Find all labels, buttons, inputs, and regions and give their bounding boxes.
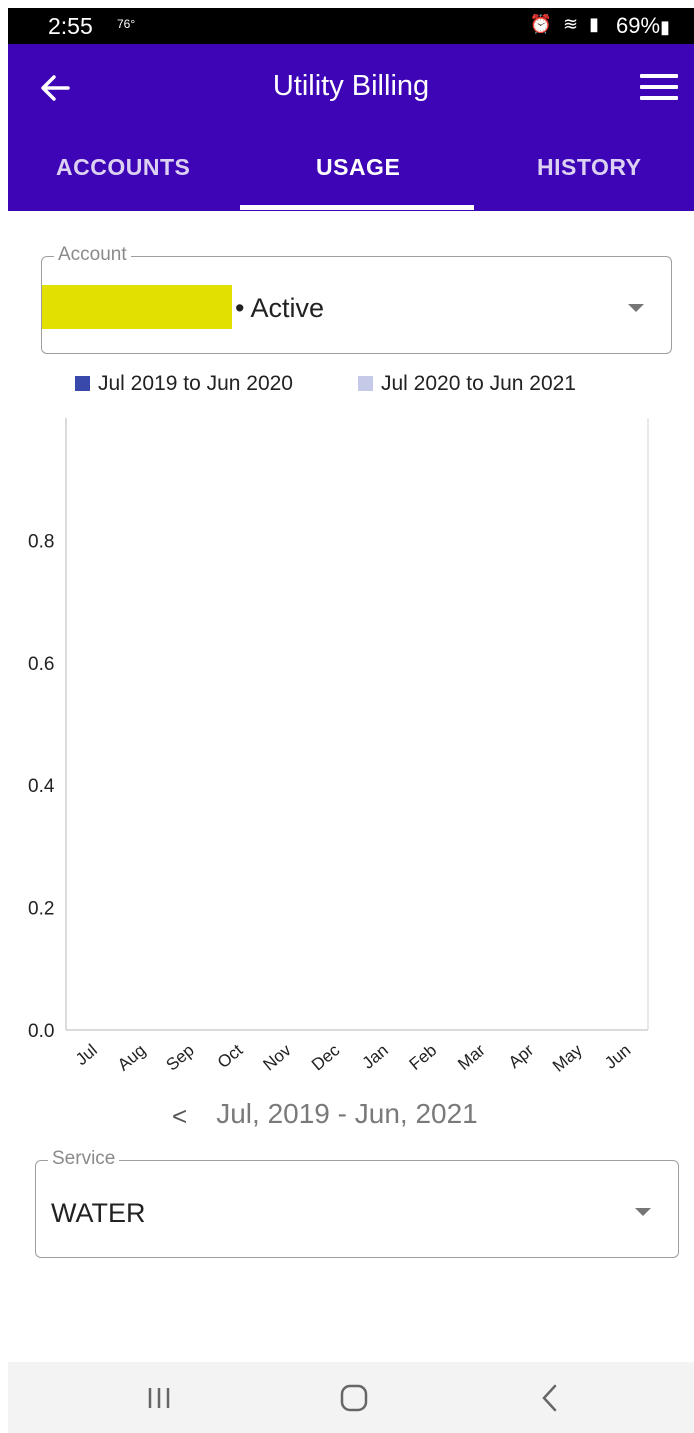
arrow-left-icon: [41, 75, 70, 101]
service-select[interactable]: Service WATER: [35, 1148, 679, 1258]
tab-accounts[interactable]: ACCOUNTS: [56, 154, 191, 180]
battery-level: 69%▮: [616, 13, 670, 39]
y-tick-label: 0.8: [28, 531, 54, 552]
legend-label: Jul 2019 to Jun 2020: [98, 372, 293, 395]
usage-chart: 0.0 0.2 0.4 0.6 0.8 Jul Aug Sep Oct Nov Dec Jan Feb M…: [28, 418, 649, 1076]
legend-item-series1[interactable]: Jul 2019 to Jun 2020: [75, 372, 293, 396]
x-tick-label: May: [549, 1040, 586, 1076]
legend-swatch: [358, 376, 373, 391]
account-select-label: Account: [54, 244, 131, 266]
signal-icon: ▮: [589, 14, 602, 34]
legend-swatch: [75, 376, 90, 391]
previous-period-button[interactable]: <: [172, 1101, 188, 1131]
status-temperature: 76°: [117, 17, 136, 31]
back-button[interactable]: [36, 68, 76, 108]
chevron-down-icon: [635, 1208, 651, 1216]
status-time: 2:55: [48, 13, 93, 39]
chevron-down-icon: [628, 304, 644, 312]
date-range: Jul, 2019 - Jun, 2021: [216, 1098, 478, 1129]
recent-apps-icon[interactable]: [139, 1382, 179, 1414]
x-tick-label: Oct: [214, 1040, 247, 1072]
x-tick-label: Jun: [601, 1041, 634, 1073]
page-title: Utility Billing: [272, 70, 430, 102]
legend-label: Jul 2020 to Jun 2021: [381, 372, 576, 395]
x-tick-label: Sep: [162, 1041, 197, 1075]
account-select-value: • Active: [235, 293, 324, 323]
battery-percent: 69%: [616, 13, 661, 38]
x-tick-label: Apr: [505, 1040, 538, 1072]
x-tick-label: Aug: [114, 1041, 149, 1075]
x-tick-label: Jan: [359, 1041, 392, 1073]
x-tick-label: Dec: [308, 1040, 344, 1074]
system-nav-bar: [8, 1362, 694, 1433]
x-tick-label: Jul: [72, 1041, 101, 1070]
service-select-label: Service: [48, 1148, 120, 1170]
y-tick-label: 0.4: [28, 776, 55, 797]
back-chevron-icon[interactable]: [530, 1382, 570, 1414]
status-bar: 2:55 76° ⏰ ≋ ▮ 69%▮: [8, 8, 694, 44]
hamburger-menu-icon[interactable]: [640, 74, 678, 104]
service-select-value: WATER: [51, 1198, 146, 1228]
account-select[interactable]: Account • Active: [41, 244, 672, 354]
home-icon[interactable]: [333, 1382, 373, 1414]
tab-history[interactable]: HISTORY: [537, 154, 642, 180]
redacted-account-number: [42, 285, 232, 329]
status-icons: ⏰ ≋ ▮: [530, 14, 602, 35]
y-tick-label: 0.2: [28, 899, 54, 920]
screen-edge: [0, 0, 8, 1433]
x-tick-label: Mar: [454, 1040, 489, 1074]
x-tick-label: Feb: [406, 1041, 441, 1074]
x-tick-label: Nov: [259, 1040, 295, 1074]
app-bar: Utility Billing ACCOUNTS USAGE HISTORY: [8, 44, 694, 211]
legend-item-series2[interactable]: Jul 2020 to Jun 2021: [358, 372, 576, 396]
y-tick-label: 0.6: [28, 654, 54, 675]
y-tick-label: 0.0: [28, 1021, 54, 1042]
active-tab-indicator: [240, 205, 474, 210]
tab-usage[interactable]: USAGE: [316, 154, 401, 180]
wifi-icon: ≋: [562, 14, 582, 34]
alarm-icon: ⏰: [529, 14, 555, 34]
battery-icon: ▮: [660, 17, 670, 37]
